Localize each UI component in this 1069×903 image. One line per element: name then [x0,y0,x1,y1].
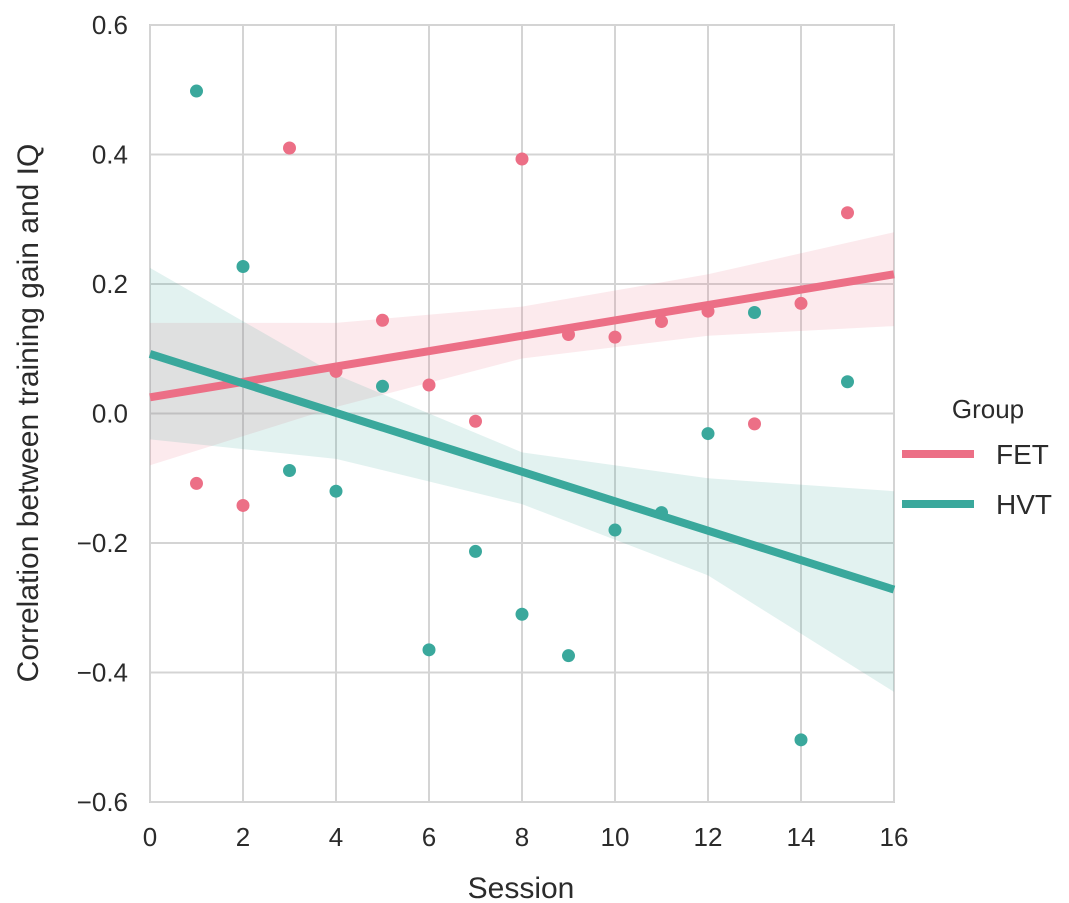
point-hvt [283,463,296,477]
point-fet [329,364,343,378]
point-hvt [748,305,761,319]
x-tick-label: 10 [601,822,630,852]
point-hvt [236,260,250,274]
confidence-bands [150,232,894,692]
y-tick-label: 0.4 [92,140,128,170]
point-fet [562,328,575,342]
x-tick-label: 2 [236,822,250,852]
x-tick-label: 16 [880,822,909,852]
point-fet [608,330,622,344]
point-hvt [794,733,808,747]
data-points [190,84,854,747]
regression-lines [148,270,896,594]
x-tick-label: 12 [694,822,723,852]
point-fet [655,315,668,329]
grid [149,24,895,803]
point-hvt [608,523,622,537]
point-fet [376,313,389,327]
fit-line-hvt [148,350,896,594]
point-hvt [515,607,529,621]
ci-band-fet [150,232,894,466]
point-hvt [562,649,575,663]
point-fet [190,476,203,490]
x-tick-label: 0 [143,822,157,852]
x-tick-labels: 0 2 4 6 8 10 12 14 16 [143,822,909,852]
x-tick-label: 4 [329,822,343,852]
ci-band-hvt [150,267,894,692]
y-tick-label: 0.0 [92,399,128,429]
point-hvt [701,427,715,441]
point-fet [236,498,250,512]
x-axis-label: Session [468,872,575,903]
point-fet [283,141,296,155]
point-fet [422,378,436,392]
point-fet [748,417,761,431]
point-fet [794,296,808,310]
point-hvt [329,484,343,498]
fit-line-fet [149,270,895,402]
point-hvt [655,506,668,520]
y-axis-label: Correlation between training gain and IQ [12,144,45,683]
x-tick-label: 6 [422,822,436,852]
y-tick-label: 0.6 [92,10,128,40]
point-hvt [190,84,203,98]
legend: Group FET HVT [902,394,1052,520]
legend-label-fet: FET [996,439,1049,470]
y-tick-label: −0.4 [77,658,128,688]
x-tick-label: 14 [787,822,816,852]
point-fet [701,304,715,318]
y-tick-label: −0.2 [77,528,128,558]
point-hvt [841,375,854,389]
y-tick-label: 0.2 [92,269,128,299]
legend-title: Group [952,394,1024,424]
legend-label-hvt: HVT [996,489,1052,520]
point-fet [469,414,482,428]
point-hvt [422,643,436,657]
y-tick-labels: 0.6 0.4 0.2 0.0 −0.2 −0.4 −0.6 [77,10,128,817]
y-tick-label: −0.6 [77,787,128,817]
point-hvt [376,379,389,393]
x-tick-label: 8 [515,822,529,852]
point-hvt [469,544,482,558]
point-fet [841,206,854,220]
point-fet [515,152,529,166]
